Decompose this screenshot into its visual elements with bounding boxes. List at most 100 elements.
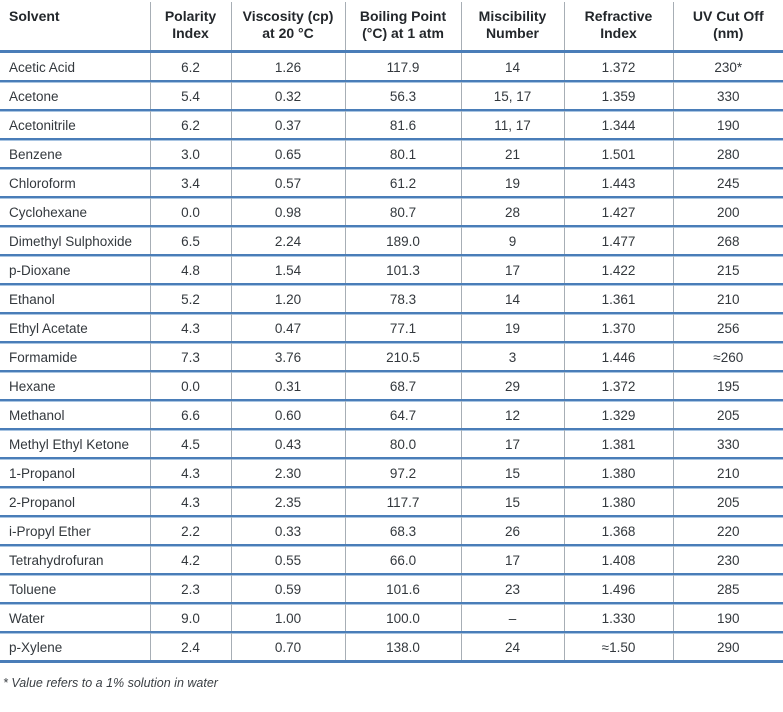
table-row: Chloroform 3.4 0.57 61.2 19 1.443 245 xyxy=(0,167,783,198)
cell-polarity_index: 4.2 xyxy=(149,544,231,575)
cell-polarity_index: 6.2 xyxy=(149,109,231,140)
cell-solvent: Water xyxy=(0,602,150,633)
cell-uv_cutoff: 256 xyxy=(672,312,783,343)
cell-uv_cutoff: 210 xyxy=(672,283,783,314)
table-header-row: Solvent Polarity Index Viscosity (cp) at 2… xyxy=(0,2,783,54)
cell-polarity_index: 4.3 xyxy=(149,312,231,343)
cell-miscibility: 14 xyxy=(460,283,564,314)
cell-viscosity: 0.31 xyxy=(230,370,345,401)
cell-viscosity: 0.43 xyxy=(230,428,345,459)
cell-polarity_index: 0.0 xyxy=(149,370,231,401)
cell-miscibility: 3 xyxy=(460,341,564,372)
cell-viscosity: 2.30 xyxy=(230,457,345,488)
cell-refractive_index: 1.370 xyxy=(563,312,673,343)
cell-boiling_point: 78.3 xyxy=(344,283,461,314)
cell-boiling_point: 100.0 xyxy=(344,602,461,633)
cell-miscibility: 12 xyxy=(460,399,564,430)
cell-boiling_point: 64.7 xyxy=(344,399,461,430)
cell-uv_cutoff: 190 xyxy=(672,602,783,633)
cell-viscosity: 0.55 xyxy=(230,544,345,575)
cell-uv_cutoff: 280 xyxy=(672,138,783,169)
cell-solvent: i-Propyl Ether xyxy=(0,515,150,546)
cell-refractive_index: 1.361 xyxy=(563,283,673,314)
column-header-uv_cutoff: UV Cut Off (nm) xyxy=(672,2,783,54)
cell-polarity_index: 3.4 xyxy=(149,167,231,198)
cell-solvent: Ethanol xyxy=(0,283,150,314)
cell-refractive_index: 1.359 xyxy=(563,80,673,111)
cell-miscibility: 17 xyxy=(460,428,564,459)
cell-polarity_index: 4.8 xyxy=(149,254,231,285)
cell-refractive_index: 1.477 xyxy=(563,225,673,256)
cell-polarity_index: 2.3 xyxy=(149,573,231,604)
table-row: Cyclohexane 0.0 0.98 80.7 28 1.427 200 xyxy=(0,196,783,227)
cell-solvent: Methanol xyxy=(0,399,150,430)
cell-polarity_index: 4.3 xyxy=(149,457,231,488)
cell-boiling_point: 117.7 xyxy=(344,486,461,517)
cell-solvent: Acetic Acid xyxy=(9,59,76,75)
cell-boiling_point: 80.0 xyxy=(344,428,461,459)
cell-uv_cutoff: 220 xyxy=(672,515,783,546)
table-row: Ethyl Acetate 4.3 0.47 77.1 19 1.370 256 xyxy=(0,312,783,343)
cell-uv_cutoff: 205 xyxy=(672,399,783,430)
cell-refractive_index: 1.330 xyxy=(563,602,673,633)
cell-polarity_index: 6.2 xyxy=(149,51,231,82)
cell-uv_cutoff: 290 xyxy=(672,631,783,664)
cell-uv_cutoff: 330 xyxy=(672,428,783,459)
cell-miscibility: 15, 17 xyxy=(460,80,564,111)
column-header-polarity_index: Polarity Index xyxy=(149,2,231,54)
cell-miscibility: 26 xyxy=(460,515,564,546)
cell-refractive_index: 1.368 xyxy=(563,515,673,546)
cell-solvent: Methyl Ethyl Ketone xyxy=(0,428,150,459)
cell-viscosity: 1.20 xyxy=(230,283,345,314)
cell-refractive_index: 1.380 xyxy=(563,486,673,517)
cell-miscibility: 17 xyxy=(460,254,564,285)
cell-boiling_point: 97.2 xyxy=(344,457,461,488)
cell-boiling_point: 189.0 xyxy=(344,225,461,256)
cell-viscosity: 0.70 xyxy=(230,631,345,664)
table-row: Formamide 7.3 3.76 210.5 3 1.446 ≈260 xyxy=(0,341,783,372)
cell-refractive_index: 1.422 xyxy=(563,254,673,285)
cell-solvent: Acetone xyxy=(0,80,150,111)
cell-miscibility: 9 xyxy=(460,225,564,256)
cell-solvent: Dimethyl Sulphoxide xyxy=(0,225,150,256)
cell-polarity_index: 2.2 xyxy=(149,515,231,546)
cell-boiling_point: 66.0 xyxy=(344,544,461,575)
cell-miscibility: 24 xyxy=(460,631,564,664)
solvent-properties-page: Solvent Polarity Index Viscosity (cp) at 2… xyxy=(0,2,783,690)
table-row: Toluene 2.3 0.59 101.6 23 1.496 285 xyxy=(0,573,783,604)
cell-solvent: Hexane xyxy=(0,370,150,401)
cell-uv_cutoff: 285 xyxy=(672,573,783,604)
cell-uv_cutoff: 330 xyxy=(672,80,783,111)
cell-refractive_index: 1.427 xyxy=(563,196,673,227)
cell-solvent: 1-Propanol xyxy=(0,457,150,488)
cell-miscibility: 11, 17 xyxy=(460,109,564,140)
cell-boiling_point: 117.9 xyxy=(344,51,461,82)
cell-uv_cutoff: 205 xyxy=(672,486,783,517)
table-row: Water 9.0 1.00 100.0–1.330 190 xyxy=(0,602,783,633)
cell-boiling_point: 56.3 xyxy=(344,80,461,111)
cell-solvent: Acetonitrile xyxy=(0,109,150,140)
cell-refractive_index: ≈1.50 xyxy=(563,631,673,664)
cell-refractive_index: 1.496 xyxy=(563,573,673,604)
cell-miscibility: 23 xyxy=(460,573,564,604)
table-row: 1-Propanol 4.3 2.30 97.2 15 1.380 210 xyxy=(0,457,783,488)
cell-boiling_point: 210.5 xyxy=(344,341,461,372)
column-header-viscosity: Viscosity (cp) at 20 °C xyxy=(230,2,345,54)
cell-refractive_index: 1.446 xyxy=(563,341,673,372)
cell-miscibility: 17 xyxy=(460,544,564,575)
cell-solvent: 2-Propanol xyxy=(0,486,150,517)
cell-miscibility: 29 xyxy=(460,370,564,401)
table-row: p-Dioxane 4.8 1.54 101.3 17 1.422 215 xyxy=(0,254,783,285)
cell-viscosity: 0.98 xyxy=(230,196,345,227)
cell-uv_cutoff: 210 xyxy=(672,457,783,488)
table-row: Dimethyl Sulphoxide 6.5 2.24 189.0 9 1.477 268 xyxy=(0,225,783,256)
cell-boiling_point: 81.6 xyxy=(344,109,461,140)
cell-polarity_index: 0.0 xyxy=(149,196,231,227)
cell-polarity_index: 5.2 xyxy=(149,283,231,314)
cell-solvent: Ethyl Acetate xyxy=(0,312,150,343)
cell-polarity_index: 2.4 xyxy=(149,631,231,664)
table-row: Acetonitrile 6.2 0.37 81.6 11, 17 1.344 190 xyxy=(0,109,783,140)
cell-polarity_index: 4.5 xyxy=(149,428,231,459)
cell-solvent: Toluene xyxy=(0,573,150,604)
cell-uv_cutoff: 245 xyxy=(672,167,783,198)
